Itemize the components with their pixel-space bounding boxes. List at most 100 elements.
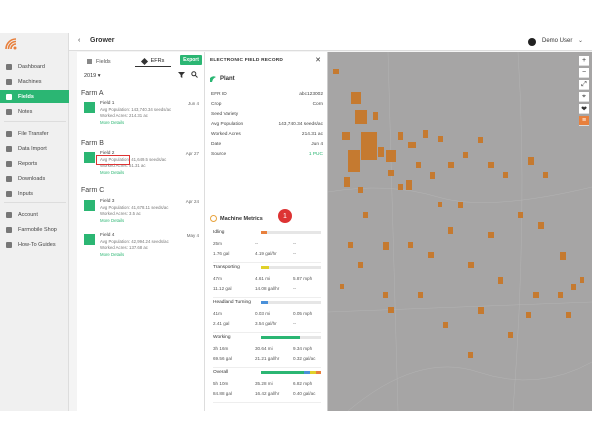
locate-button[interactable]: ⌖ <box>579 92 589 102</box>
map-field-polygon[interactable] <box>388 170 394 176</box>
map-view[interactable]: + − ⤢ ⌖ ❤ ≡ <box>328 52 592 411</box>
map-field-polygon[interactable] <box>355 110 367 124</box>
more-details-link[interactable]: More Details <box>100 218 125 223</box>
map-field-polygon[interactable] <box>418 292 423 298</box>
year-select[interactable]: 2019 ▾ <box>84 73 101 79</box>
zoom-in-button[interactable]: + <box>579 56 589 66</box>
map-field-polygon[interactable] <box>488 232 494 238</box>
map-field-polygon[interactable] <box>383 292 388 298</box>
map-field-polygon[interactable] <box>438 202 442 207</box>
download-icon <box>6 175 12 182</box>
map-field-polygon[interactable] <box>386 150 396 162</box>
map-field-polygon[interactable] <box>340 284 344 289</box>
sidebar-item-data-import[interactable]: Data Import <box>0 142 69 155</box>
map-field-polygon[interactable] <box>448 227 453 234</box>
map-field-polygon[interactable] <box>526 312 531 318</box>
map-field-polygon[interactable] <box>560 252 566 260</box>
map-field-polygon[interactable] <box>406 180 412 190</box>
map-field-polygon[interactable] <box>342 132 350 140</box>
map-field-polygon[interactable] <box>361 132 377 160</box>
map-field-polygon[interactable] <box>373 112 378 120</box>
map-field-polygon[interactable] <box>443 322 448 328</box>
map-field-polygon[interactable] <box>566 312 571 318</box>
map-field-polygon[interactable] <box>478 307 484 314</box>
map-field-polygon[interactable] <box>333 69 339 74</box>
map-field-polygon[interactable] <box>348 150 360 172</box>
map-field-polygon[interactable] <box>538 222 544 229</box>
sidebar-item-reports[interactable]: Reports <box>0 157 69 170</box>
map-field-polygon[interactable] <box>344 177 350 187</box>
user-menu[interactable]: Demo User <box>542 38 573 44</box>
map-field-polygon[interactable] <box>503 172 508 178</box>
map-field-polygon[interactable] <box>398 184 403 190</box>
map-field-polygon[interactable] <box>468 262 474 268</box>
map-field-polygon[interactable] <box>358 187 363 193</box>
map-field-polygon[interactable] <box>478 137 483 143</box>
map-field-polygon[interactable] <box>448 162 454 168</box>
sidebar-item-farmobile-shop[interactable]: Farmobile Shop <box>0 223 69 236</box>
export-button[interactable]: Export <box>180 55 202 65</box>
sidebar-item-machines[interactable]: Machines <box>0 75 69 88</box>
favorite-button[interactable]: ❤ <box>579 104 589 114</box>
map-field-polygon[interactable] <box>423 130 428 138</box>
map-field-polygon[interactable] <box>408 142 416 148</box>
map-field-polygon[interactable] <box>571 284 576 290</box>
more-details-link[interactable]: More Details <box>100 252 125 257</box>
sidebar-item-dashboard[interactable]: Dashboard <box>0 60 69 73</box>
field-list-item[interactable]: Field 1 Jun 4 Avg Population: 143,740.34 s… <box>81 100 203 134</box>
detail-value[interactable]: 1 PUC <box>308 152 323 157</box>
map-field-polygon[interactable] <box>388 307 394 313</box>
tab-efrs[interactable]: EFRs <box>135 56 171 67</box>
map-field-polygon[interactable] <box>383 242 389 250</box>
close-icon[interactable]: ✕ <box>315 57 321 64</box>
filter-icon[interactable] <box>178 72 185 78</box>
search-icon[interactable] <box>191 71 198 78</box>
map-field-polygon[interactable] <box>378 147 384 157</box>
sidebar-item-inputs[interactable]: Inputs <box>0 187 69 200</box>
field-list-item[interactable]: Field 3 Apr 24 Avg Population: 41,678.11 s… <box>81 198 203 232</box>
map-field-polygon[interactable] <box>398 132 403 140</box>
map-field-polygon[interactable] <box>428 252 434 258</box>
map-field-polygon[interactable] <box>358 262 363 268</box>
map-field-polygon[interactable] <box>498 277 503 284</box>
sidebar-item-notes[interactable]: Notes <box>0 105 69 118</box>
map-field-polygon[interactable] <box>543 172 548 178</box>
sidebar-item-label: Downloads <box>18 175 46 182</box>
map-field-polygon[interactable] <box>528 157 534 165</box>
map-field-polygon[interactable] <box>508 332 513 338</box>
map-field-polygon[interactable] <box>438 136 443 142</box>
tab-fields[interactable]: Fields <box>87 56 127 67</box>
map-field-polygon[interactable] <box>430 172 435 179</box>
map-field-polygon[interactable] <box>580 277 584 283</box>
sidebar-item-fields[interactable]: Fields <box>0 90 69 103</box>
layers-button[interactable]: ≡ <box>579 116 589 126</box>
map-field-polygon[interactable] <box>363 212 368 218</box>
map-field-polygon[interactable] <box>468 352 473 358</box>
zoom-out-button[interactable]: − <box>579 68 589 78</box>
map-field-polygon[interactable] <box>351 92 361 104</box>
map-field-polygon[interactable] <box>408 242 413 248</box>
farmobile-logo-icon[interactable] <box>4 37 18 51</box>
map-field-polygon[interactable] <box>488 162 494 168</box>
sidebar-item-how-to-guides[interactable]: How-To Guides <box>0 238 69 251</box>
more-details-link[interactable]: More Details <box>100 120 125 125</box>
field-list-item[interactable]: Field 4 May 4 Avg Population: 42,994.24 se… <box>81 232 203 266</box>
map-field-polygon[interactable] <box>518 212 523 218</box>
sidebar-item-downloads[interactable]: Downloads <box>0 172 69 185</box>
map-field-polygon[interactable] <box>416 162 421 168</box>
fullscreen-button[interactable]: ⤢ <box>579 80 589 90</box>
sidebar-item-account[interactable]: Account <box>0 208 69 221</box>
map-field-polygon[interactable] <box>558 292 563 298</box>
map-field-polygon[interactable] <box>348 242 353 248</box>
map-field-polygon[interactable] <box>463 152 468 158</box>
more-details-link[interactable]: More Details <box>100 170 125 175</box>
map-field-polygon[interactable] <box>533 292 539 298</box>
metric-bar-segment <box>304 371 311 374</box>
field-list-item[interactable]: Field 2 Apr 27 Avg Population: 41,649.5 se… <box>81 150 203 184</box>
map-field-polygon[interactable] <box>458 202 463 208</box>
map-canvas[interactable] <box>328 52 592 411</box>
back-chevron-icon[interactable]: ‹ <box>78 37 81 44</box>
user-avatar-icon[interactable] <box>528 38 536 46</box>
sidebar-item-file-transfer[interactable]: File Transfer <box>0 127 69 140</box>
chevron-down-icon[interactable]: ⌄ <box>578 38 584 44</box>
